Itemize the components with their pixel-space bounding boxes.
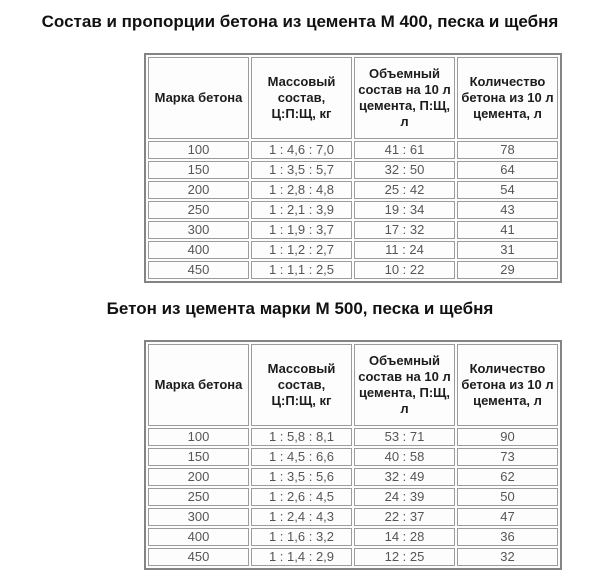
table-cell: 1 : 4,6 : 7,0 <box>251 141 352 159</box>
table-row: 100 1 : 4,6 : 7,0 41 : 61 78 <box>148 141 558 159</box>
table-cell: 53 : 71 <box>354 428 455 446</box>
table-cell: 450 <box>148 261 249 279</box>
table-cell: 54 <box>457 181 558 199</box>
table-cell: 1 : 1,2 : 2,7 <box>251 241 352 259</box>
table-row: 150 1 : 4,5 : 6,6 40 : 58 73 <box>148 448 558 466</box>
table-row: 300 1 : 2,4 : 4,3 22 : 37 47 <box>148 508 558 526</box>
table-row: 450 1 : 1,1 : 2,5 10 : 22 29 <box>148 261 558 279</box>
table-cell: 1 : 4,5 : 6,6 <box>251 448 352 466</box>
table-cell: 12 : 25 <box>354 548 455 566</box>
table-cell: 1 : 1,4 : 2,9 <box>251 548 352 566</box>
table-cell: 41 <box>457 221 558 239</box>
table-cell: 150 <box>148 448 249 466</box>
table-cell: 64 <box>457 161 558 179</box>
table-cell: 1 : 2,8 : 4,8 <box>251 181 352 199</box>
table-cell: 19 : 34 <box>354 201 455 219</box>
table-cell: 1 : 3,5 : 5,7 <box>251 161 352 179</box>
section-title-m500: Бетон из цемента марки М 500, песка и ще… <box>106 299 494 318</box>
header-concrete-grade: Марка бетона <box>148 344 249 426</box>
table-body: 100 1 : 4,6 : 7,0 41 : 61 78 150 1 : 3,5 : 5,… <box>148 141 558 279</box>
table-row: 250 1 : 2,6 : 4,5 24 : 39 50 <box>148 488 558 506</box>
table-row: 100 1 : 5,8 : 8,1 53 : 71 90 <box>148 428 558 446</box>
table-cell: 40 : 58 <box>354 448 455 466</box>
header-concrete-quantity: Количество бетона из 10 л цемента, л <box>457 57 558 139</box>
table-cell: 41 : 61 <box>354 141 455 159</box>
table-cell: 14 : 28 <box>354 528 455 546</box>
table-cell: 400 <box>148 528 249 546</box>
table-cell: 300 <box>148 508 249 526</box>
table-row: 200 1 : 3,5 : 5,6 32 : 49 62 <box>148 468 558 486</box>
table-cell: 400 <box>148 241 249 259</box>
table-cell: 1 : 5,8 : 8,1 <box>251 428 352 446</box>
table-cell: 78 <box>457 141 558 159</box>
table-cell: 36 <box>457 528 558 546</box>
table-cell: 25 : 42 <box>354 181 455 199</box>
table-cell: 100 <box>148 141 249 159</box>
table-cell: 300 <box>148 221 249 239</box>
table-cell: 32 : 49 <box>354 468 455 486</box>
table-cell: 150 <box>148 161 249 179</box>
table-cell: 47 <box>457 508 558 526</box>
table-cell: 10 : 22 <box>354 261 455 279</box>
table-cell: 24 : 39 <box>354 488 455 506</box>
table-cell: 1 : 1,9 : 3,7 <box>251 221 352 239</box>
header-concrete-grade: Марка бетона <box>148 57 249 139</box>
header-concrete-quantity: Количество бетона из 10 л цемента, л <box>457 344 558 426</box>
table-cell: 200 <box>148 181 249 199</box>
table-cell: 32 <box>457 548 558 566</box>
table-cell: 62 <box>457 468 558 486</box>
table-cell: 1 : 2,4 : 4,3 <box>251 508 352 526</box>
table-cell: 22 : 37 <box>354 508 455 526</box>
table-cell: 31 <box>457 241 558 259</box>
table-cell: 73 <box>457 448 558 466</box>
table-cell: 17 : 32 <box>354 221 455 239</box>
table-row: 200 1 : 2,8 : 4,8 25 : 42 54 <box>148 181 558 199</box>
table-row: 300 1 : 1,9 : 3,7 17 : 32 41 <box>148 221 558 239</box>
table-cell: 450 <box>148 548 249 566</box>
header-mass-composition: Массовый состав, Ц:П:Щ, кг <box>251 344 352 426</box>
table-cell: 1 : 2,6 : 4,5 <box>251 488 352 506</box>
table-cell: 11 : 24 <box>354 241 455 259</box>
concrete-table-m500: Марка бетона Массовый состав, Ц:П:Щ, кг … <box>144 340 562 570</box>
table-cell: 29 <box>457 261 558 279</box>
table-cell: 1 : 1,1 : 2,5 <box>251 261 352 279</box>
table-row: 150 1 : 3,5 : 5,7 32 : 50 64 <box>148 161 558 179</box>
table-cell: 50 <box>457 488 558 506</box>
table-header: Марка бетона Массовый состав, Ц:П:Щ, кг … <box>148 57 558 139</box>
table-cell: 250 <box>148 201 249 219</box>
table-header: Марка бетона Массовый состав, Ц:П:Щ, кг … <box>148 344 558 426</box>
concrete-table-m400: Марка бетона Массовый состав, Ц:П:Щ, кг … <box>144 53 562 283</box>
header-volume-composition: Объемный состав на 10 л цемента, П:Щ, л <box>354 344 455 426</box>
table-header-row: Марка бетона Массовый состав, Ц:П:Щ, кг … <box>148 344 558 426</box>
table-header-row: Марка бетона Массовый состав, Ц:П:Щ, кг … <box>148 57 558 139</box>
table-cell: 1 : 3,5 : 5,6 <box>251 468 352 486</box>
table-cell: 1 : 2,1 : 3,9 <box>251 201 352 219</box>
table-row: 400 1 : 1,6 : 3,2 14 : 28 36 <box>148 528 558 546</box>
table-cell: 43 <box>457 201 558 219</box>
table-cell: 90 <box>457 428 558 446</box>
table-cell: 100 <box>148 428 249 446</box>
table-row: 400 1 : 1,2 : 2,7 11 : 24 31 <box>148 241 558 259</box>
table-cell: 250 <box>148 488 249 506</box>
table-cell: 1 : 1,6 : 3,2 <box>251 528 352 546</box>
table-body: 100 1 : 5,8 : 8,1 53 : 71 90 150 1 : 4,5 : 6,… <box>148 428 558 566</box>
header-volume-composition: Объемный состав на 10 л цемента, П:Щ, л <box>354 57 455 139</box>
table-row: 450 1 : 1,4 : 2,9 12 : 25 32 <box>148 548 558 566</box>
section-title-m400: Состав и пропорции бетона из цемента М 4… <box>41 12 559 31</box>
page: Состав и пропорции бетона из цемента М 4… <box>41 12 562 570</box>
table-row: 250 1 : 2,1 : 3,9 19 : 34 43 <box>148 201 558 219</box>
header-mass-composition: Массовый состав, Ц:П:Щ, кг <box>251 57 352 139</box>
table-cell: 32 : 50 <box>354 161 455 179</box>
table-cell: 200 <box>148 468 249 486</box>
